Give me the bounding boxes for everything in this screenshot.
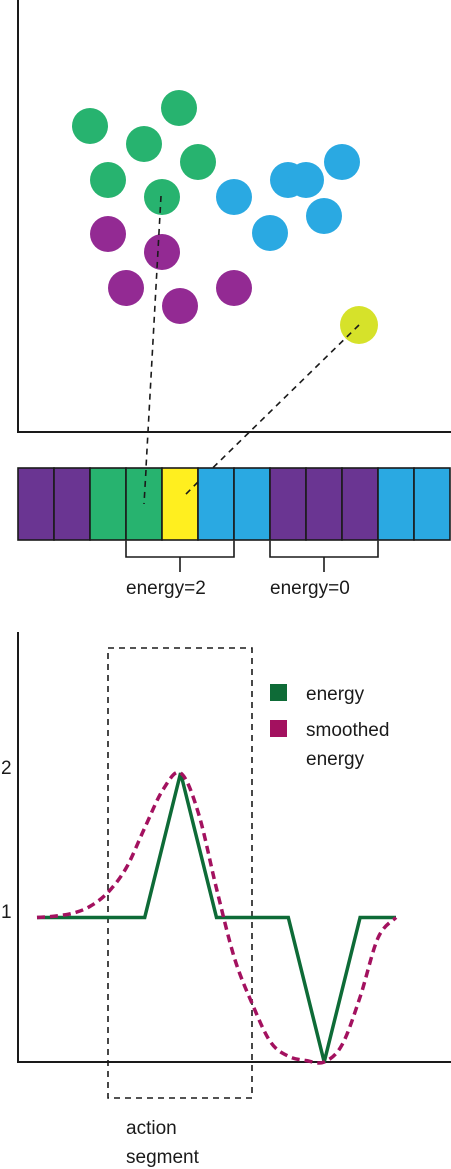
action-segment-box — [107, 647, 253, 1099]
scatter-point-purple — [216, 270, 252, 306]
smoothed-energy-series-line — [36, 770, 398, 1065]
sequence-bar: energy=2 energy=0 — [17, 467, 451, 599]
scatter-point-green — [90, 162, 126, 198]
scatter-point-blue — [306, 198, 342, 234]
scatter-point-green — [126, 126, 162, 162]
y-tick-label-1: 1 — [1, 902, 12, 923]
sequence-cells — [17, 467, 451, 541]
scatter-point-purple — [90, 216, 126, 252]
sequence-cell — [377, 467, 415, 541]
scatter-point-green — [161, 90, 197, 126]
legend-label-smoothed-line2: energy — [306, 749, 365, 770]
energy-chart: 1 2 action segment energy smoothed energ… — [1, 632, 451, 1168]
bracket-energy-2: energy=2 — [125, 541, 235, 599]
sequence-cell — [233, 467, 271, 541]
scatter-point-green — [144, 179, 180, 215]
bracket-label-energy-2: energy=2 — [126, 578, 206, 599]
scatter-point-blue — [324, 144, 360, 180]
link-end-yellow — [183, 481, 199, 497]
sequence-cell — [269, 467, 307, 541]
scatter-point-purple — [144, 234, 180, 270]
scatter-point-blue — [288, 162, 324, 198]
y-tick-label-2: 2 — [1, 758, 12, 779]
scatter-points — [72, 90, 378, 344]
legend-label-smoothed-line1: smoothed — [306, 720, 389, 741]
scatter-point-blue — [252, 215, 288, 251]
sequence-cell — [197, 467, 235, 541]
scatter-point-green — [180, 144, 216, 180]
sequence-cell — [161, 467, 199, 541]
legend-swatch-energy — [270, 684, 287, 701]
scatter-point-purple — [162, 288, 198, 324]
bracket-energy-0: energy=0 — [269, 541, 379, 599]
legend-label-energy: energy — [306, 684, 365, 705]
sequence-cell — [413, 467, 451, 541]
action-segment-label-line1: action — [126, 1118, 177, 1139]
scatter-panel — [17, 0, 451, 505]
scatter-point-green — [72, 108, 108, 144]
legend-swatch-smoothed — [270, 720, 287, 737]
energy-series-line — [37, 772, 396, 1063]
legend: energy smoothed energy — [270, 684, 389, 770]
sequence-cell — [305, 467, 343, 541]
action-segment-label-line2: segment — [126, 1147, 200, 1168]
link-green-point-to-cell — [143, 195, 162, 505]
scatter-point-blue — [216, 179, 252, 215]
sequence-cell — [17, 467, 55, 541]
sequence-cell — [53, 467, 91, 541]
bracket-label-energy-0: energy=0 — [270, 578, 350, 599]
sequence-cell — [89, 467, 127, 541]
scatter-point-purple — [108, 270, 144, 306]
sequence-cell — [341, 467, 379, 541]
link-end-green — [143, 469, 147, 505]
